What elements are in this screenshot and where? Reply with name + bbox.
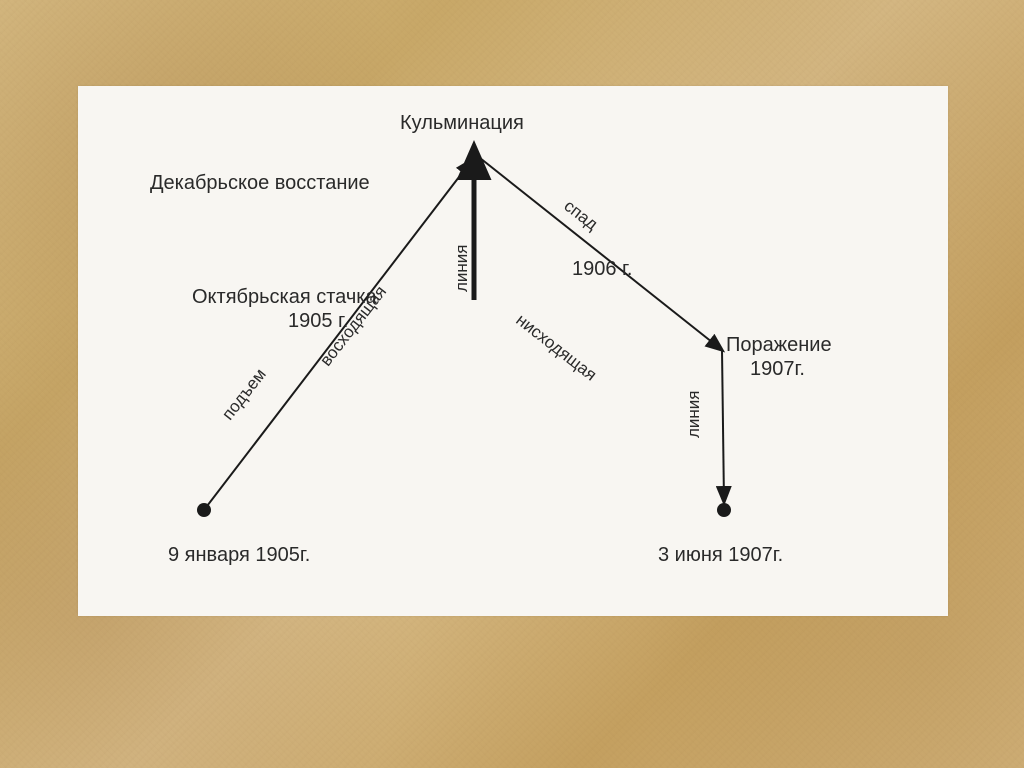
year-1906-label: 1906 г. — [572, 258, 632, 281]
line-up-edge-label: линия — [452, 244, 472, 292]
defeat-line2: 1907г. — [750, 358, 805, 381]
end-dot — [717, 503, 731, 517]
culmination-label: Кульминация — [400, 112, 524, 135]
october-strike-line1: Октябрьская стачка — [192, 286, 377, 309]
down-arrow — [722, 350, 724, 502]
defeat-line1: Поражение — [726, 334, 832, 357]
end-date-label: 3 июня 1907г. — [658, 544, 783, 567]
start-date-label: 9 января 1905г. — [168, 544, 310, 567]
line-down-edge-label: линия — [684, 390, 704, 438]
december-uprising-label: Декабрьское восстание — [150, 172, 370, 195]
diagram-panel: Кульминация Декабрьское восстание Октябр… — [78, 86, 948, 616]
start-dot — [197, 503, 211, 517]
